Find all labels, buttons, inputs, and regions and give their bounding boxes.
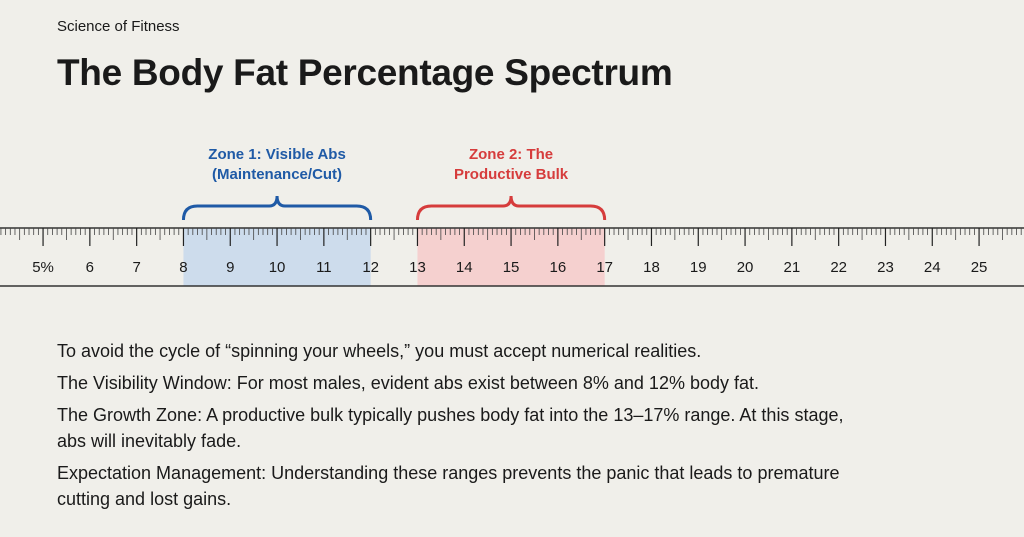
tick-label: 7 [132,259,140,276]
zone-label: Zone 1: Visible Abs [208,146,346,163]
tick-label: 23 [877,259,894,276]
tick-label: 15 [503,259,520,276]
paragraph: Expectation Management: Understanding th… [57,463,840,509]
tick-label: 18 [643,259,660,276]
paragraph: The Growth Zone: A productive bulk typic… [57,405,844,451]
tick-label: 24 [924,259,941,276]
tick-label: 13 [409,259,426,276]
paragraph: To avoid the cycle of “spinning your whe… [57,341,702,361]
tick-label: 20 [737,259,754,276]
tick-label: 12 [362,259,379,276]
tick-label: 25 [971,259,988,276]
tick-label: 21 [784,259,801,276]
kicker: Science of Fitness [57,18,180,35]
zone-bracket [415,195,607,221]
tick-label: 17 [596,259,613,276]
tick-label: 16 [550,259,567,276]
zone-bracket [181,195,373,221]
title: The Body Fat Percentage Spectrum [57,52,673,93]
tick-label: 9 [226,259,234,276]
body-text: To avoid the cycle of “spinning your whe… [57,338,872,518]
zone-label: (Maintenance/Cut) [212,166,342,183]
tick-label: 19 [690,259,707,276]
tick-label: 10 [269,259,286,276]
zone-label: Productive Bulk [454,166,569,183]
tick-label: 11 [316,259,332,276]
tick-label: 8 [179,259,187,276]
paragraph: The Visibility Window: For most males, e… [57,373,760,393]
tick-label: 6 [86,259,94,276]
zone-label: Zone 2: The [469,146,553,163]
tick-label: 22 [830,259,847,276]
tick-label: 5% [32,259,54,276]
tick-label: 14 [456,259,473,276]
ruler: Zone 1: Visible Abs (Maintenance/Cut) Zone… [0,146,1024,287]
